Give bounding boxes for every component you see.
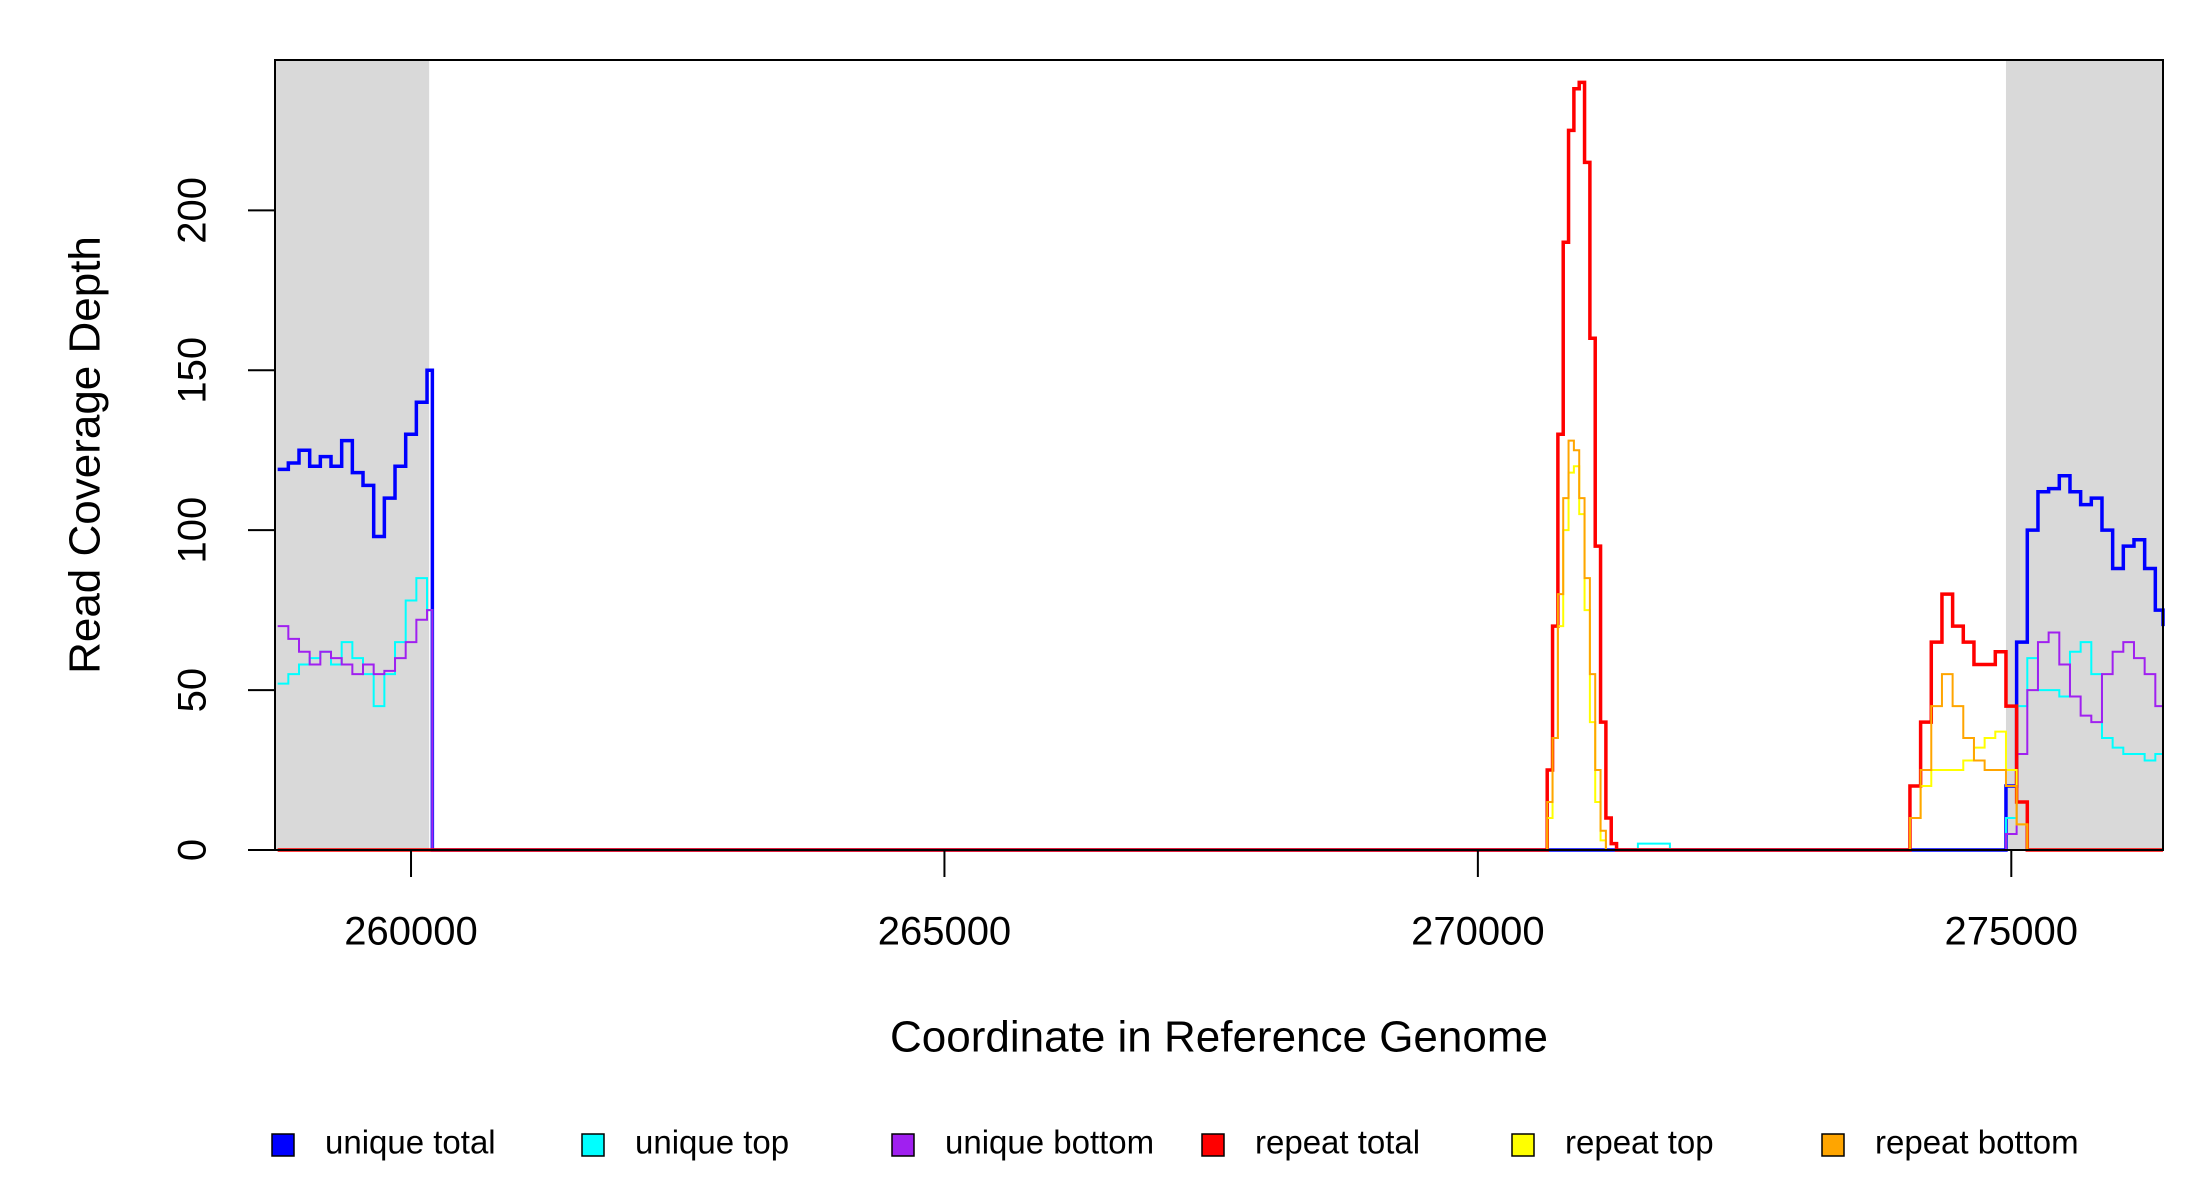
y-tick-label: 150: [171, 337, 215, 404]
plot-frame: [274, 59, 2164, 851]
series-line: [277, 609, 2164, 851]
x-tick-label: 275000: [1945, 910, 2078, 954]
legend-label: unique top: [635, 1124, 789, 1161]
y-axis-title: Read Coverage Depth: [61, 236, 110, 674]
series-line: [277, 80, 2163, 852]
axes-layer: 0 50 100 150 200 260000 265000 270000 275000: [171, 59, 2164, 954]
series-line: [277, 465, 2163, 851]
legend-label: repeat bottom: [1875, 1124, 2079, 1161]
legend-swatch: [1201, 1133, 1225, 1157]
x-axis-title: Coordinate in Reference Genome: [890, 1013, 1548, 1062]
shaded-region: [2005, 60, 2163, 850]
legend-swatch: [891, 1133, 915, 1157]
legend-label: unique total: [325, 1124, 496, 1161]
legend-swatch: [1821, 1133, 1845, 1157]
shaded-layer: [275, 60, 2163, 850]
y-tick-label: 100: [171, 497, 215, 564]
series-layer: [277, 80, 2165, 852]
series-line: [277, 368, 2165, 852]
legend-swatch: [271, 1133, 295, 1157]
legend-swatch: [581, 1133, 605, 1157]
series-line: [277, 439, 2163, 851]
legend-label: unique bottom: [945, 1124, 1154, 1161]
legend-label: repeat total: [1255, 1124, 1420, 1161]
legend: unique total unique top unique bottom repea…: [271, 1124, 2079, 1161]
y-tick-label: 0: [171, 839, 215, 861]
y-tick-label: 50: [171, 668, 215, 713]
legend-swatch: [1511, 1133, 1535, 1157]
series-line: [277, 577, 2163, 851]
x-tick-label: 265000: [878, 910, 1011, 954]
y-tick-label: 200: [171, 177, 215, 244]
x-tick-label: 270000: [1411, 910, 1544, 954]
x-tick-label: 260000: [344, 910, 477, 954]
legend-label: repeat top: [1565, 1124, 1714, 1161]
